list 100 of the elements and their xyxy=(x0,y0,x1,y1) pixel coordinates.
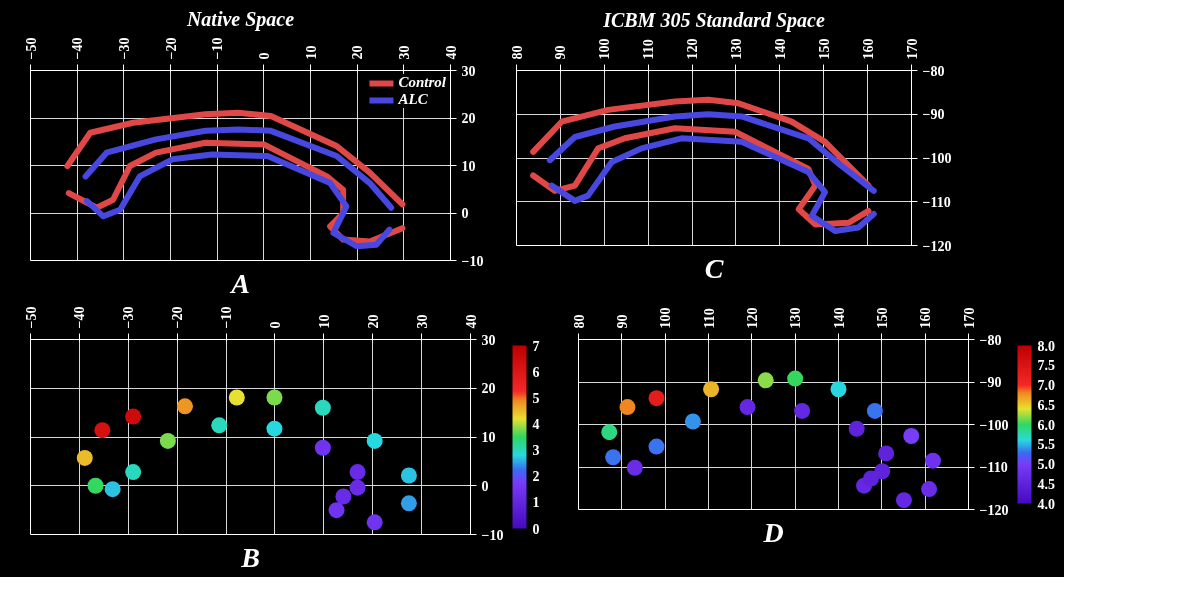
point xyxy=(863,470,879,487)
y-tick-label: −100 xyxy=(922,151,952,166)
x-tick-label: −20 xyxy=(163,37,179,60)
text: D xyxy=(762,516,784,548)
y-tick-label: 0 xyxy=(461,206,469,221)
point xyxy=(601,424,618,441)
x-tick-label: 150 xyxy=(816,38,832,60)
point xyxy=(648,390,665,407)
x-tick-label: 90 xyxy=(614,314,630,329)
color-bar-label: 7.5 xyxy=(1037,358,1055,374)
point xyxy=(794,402,811,419)
x-tick-label: −40 xyxy=(72,306,88,329)
color-bar-label: 8.0 xyxy=(1037,338,1055,354)
point xyxy=(878,445,895,462)
point xyxy=(924,452,941,469)
text: C xyxy=(704,252,724,284)
point xyxy=(349,464,366,481)
y-tick-label: −90 xyxy=(922,107,945,123)
point xyxy=(648,438,665,455)
point xyxy=(830,381,847,398)
point xyxy=(921,481,938,498)
point xyxy=(866,402,883,419)
y-tick-label: 30 xyxy=(461,63,476,79)
x-tick-label: −50 xyxy=(23,306,39,329)
x-tick-label: 90 xyxy=(553,45,569,60)
point xyxy=(787,370,804,387)
point xyxy=(87,477,104,494)
x-tick-label: 30 xyxy=(396,45,412,60)
color-bar-label: 6.5 xyxy=(1037,397,1055,413)
x-tick-label: −30 xyxy=(121,306,137,329)
chart-title: Native Space xyxy=(185,7,295,31)
color-bar-label: 6.0 xyxy=(1037,417,1055,433)
x-tick-label: 120 xyxy=(685,38,701,60)
x-tick-label: 10 xyxy=(303,45,319,60)
point xyxy=(76,449,93,466)
legend-label: Control xyxy=(398,74,446,91)
point xyxy=(605,449,622,466)
point xyxy=(314,439,331,456)
point xyxy=(848,420,865,437)
point xyxy=(757,372,774,389)
x-tick-label: 20 xyxy=(365,314,381,329)
y-tick-label: −80 xyxy=(979,332,1002,348)
point xyxy=(349,479,366,496)
y-tick-label: −100 xyxy=(979,417,1009,433)
y-tick-label: 10 xyxy=(461,158,476,174)
y-tick-label: −110 xyxy=(979,460,1008,475)
x-tick-label: 110 xyxy=(641,39,657,60)
point xyxy=(159,432,176,449)
point xyxy=(228,389,245,406)
point xyxy=(266,389,283,406)
y-tick-label: −10 xyxy=(461,253,484,269)
x-tick-label: 40 xyxy=(443,45,459,60)
color-bar-label: 4.5 xyxy=(1037,476,1055,492)
color-bar-label: 3 xyxy=(532,443,540,459)
y-tick-label: 0 xyxy=(481,478,489,494)
x-tick-label: 0 xyxy=(256,52,272,60)
x-tick-label: 170 xyxy=(961,307,977,329)
point xyxy=(125,408,142,425)
x-tick-label: 80 xyxy=(571,314,587,329)
point xyxy=(335,488,352,505)
point xyxy=(903,427,920,444)
x-tick-label: 130 xyxy=(728,38,744,60)
x-tick-label: −40 xyxy=(70,37,86,60)
point xyxy=(874,463,891,480)
color-bar-label: 5.0 xyxy=(1037,457,1055,472)
point xyxy=(626,459,643,476)
point xyxy=(176,398,193,415)
color-bar-label: 4 xyxy=(532,416,540,432)
point xyxy=(400,467,417,484)
y-tick-label: −110 xyxy=(922,194,951,210)
color-bar-label: 7.0 xyxy=(1037,378,1055,393)
x-tick-label: 140 xyxy=(831,307,847,329)
y-tick-label: 20 xyxy=(481,381,496,397)
x-tick-label: 140 xyxy=(772,38,788,60)
x-tick-label: −20 xyxy=(170,306,186,329)
x-tick-label: −50 xyxy=(23,37,39,60)
x-tick-label: 40 xyxy=(463,314,479,329)
x-tick-label: 110 xyxy=(701,308,717,329)
point xyxy=(366,432,383,449)
point xyxy=(739,399,756,416)
x-tick-label: 160 xyxy=(918,307,934,329)
x-tick-label: 120 xyxy=(744,307,760,329)
x-tick-label: −10 xyxy=(219,306,235,329)
color-bar-label: 5.5 xyxy=(1037,437,1055,453)
x-tick-label: 30 xyxy=(414,314,430,329)
y-tick-label: −90 xyxy=(979,375,1002,390)
y-tick-label: −80 xyxy=(922,63,945,79)
x-tick-label: 20 xyxy=(350,45,366,60)
point xyxy=(211,417,228,434)
point xyxy=(684,413,701,430)
x-tick-label: 170 xyxy=(904,38,920,60)
x-tick-label: 100 xyxy=(658,307,674,329)
x-tick-label: −10 xyxy=(210,37,226,60)
x-tick-label: 150 xyxy=(874,307,890,329)
color-bar-label: 7 xyxy=(532,338,540,354)
point xyxy=(895,492,912,509)
x-tick-label: 160 xyxy=(860,38,876,60)
legend-label: ALC xyxy=(398,91,428,108)
point xyxy=(314,399,331,416)
y-tick-label: −10 xyxy=(481,527,504,543)
